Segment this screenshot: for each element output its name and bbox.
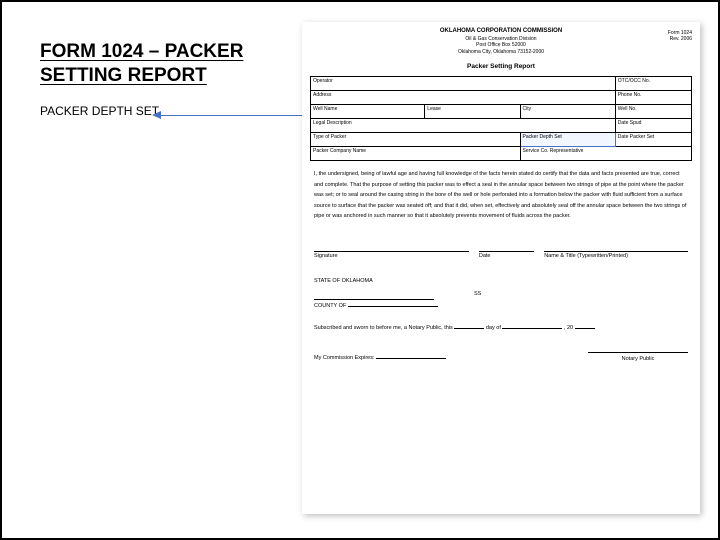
- cell-lease: Lease: [425, 105, 520, 119]
- commission-label: My Commission Expires:: [314, 355, 375, 361]
- state-underline: [314, 288, 434, 300]
- sworn-text-c: , 20: [564, 325, 573, 331]
- ss-row: SS: [314, 288, 688, 300]
- notary-sig-underline: [588, 352, 688, 353]
- cell-phone: Phone No.: [615, 91, 691, 105]
- year-underline: [575, 328, 595, 329]
- form-number-block: Form 1024 Rev. 2006: [668, 30, 692, 42]
- signature-area: Signature Date Name & Title (Typewritten…: [314, 251, 688, 259]
- notary-block: STATE OF OKLAHOMA SS COUNTY OF Subscribe…: [314, 275, 688, 364]
- cell-service-rep: Service Co. Representative: [520, 147, 691, 161]
- notary-bottom-row: My Commission Expires: Notary Public: [314, 352, 688, 365]
- cell-otc: OTC/OCC No.: [615, 77, 691, 91]
- commission-underline: [376, 358, 446, 359]
- county-label: COUNTY OF: [314, 303, 346, 309]
- cell-wellno: Well No.: [615, 105, 691, 119]
- month-underline: [502, 328, 562, 329]
- cell-packertype: Type of Packer: [311, 133, 521, 147]
- agency-address-2: Oklahoma City, Oklahoma 73152-2000: [302, 49, 700, 56]
- table-row: Type of Packer Packer Depth Set Date Pac…: [311, 133, 692, 147]
- cell-operator: Operator: [311, 77, 616, 91]
- commission-expires: My Commission Expires:: [314, 352, 446, 365]
- table-row: Legal Description Date Spud: [311, 119, 692, 133]
- sworn-text-b: day of: [486, 325, 501, 331]
- name-title-label: Name & Title (Typewritten/Printed): [544, 251, 688, 259]
- slide-title: FORM 1024 – PACKER SETTING REPORT: [40, 40, 280, 88]
- notary-public-label: Notary Public: [622, 356, 655, 362]
- cell-address: Address: [311, 91, 616, 105]
- callout-arrow-head: [152, 111, 161, 119]
- ss-label: SS: [474, 288, 481, 300]
- cell-city: City: [520, 105, 615, 119]
- sworn-text-a: Subscribed and sworn to before me, a Not…: [314, 325, 453, 331]
- signature-label: Signature: [314, 251, 469, 259]
- cell-wellname: Well Name: [311, 105, 425, 119]
- form-document: Form 1024 Rev. 2006 OKLAHOMA CORPORATION…: [302, 22, 700, 514]
- cell-date-packer-set: Date Packer Set: [615, 133, 691, 147]
- cell-datespud: Date Spud: [615, 119, 691, 133]
- form-grid: Operator OTC/OCC No. Address Phone No. W…: [310, 76, 692, 161]
- report-title: Packer Setting Report: [302, 63, 700, 70]
- cell-packer-depth-set: Packer Depth Set: [520, 133, 615, 147]
- state-line: STATE OF OKLAHOMA: [314, 275, 688, 287]
- county-underline: [348, 306, 438, 307]
- county-line: COUNTY OF: [314, 300, 688, 312]
- date-label: Date: [479, 251, 534, 259]
- title-line-2: SETTING REPORT: [40, 65, 207, 86]
- table-row: Operator OTC/OCC No.: [311, 77, 692, 91]
- agency-name: OKLAHOMA CORPORATION COMMISSION: [302, 28, 700, 36]
- form-header: OKLAHOMA CORPORATION COMMISSION Oil & Ga…: [302, 22, 700, 55]
- title-line-1: FORM 1024 – PACKER: [40, 41, 243, 62]
- signature-row: Signature Date Name & Title (Typewritten…: [314, 251, 688, 259]
- table-row: Well Name Lease City Well No.: [311, 105, 692, 119]
- slide-title-block: FORM 1024 – PACKER SETTING REPORT PACKER…: [40, 40, 280, 118]
- notary-signature-block: Notary Public: [588, 352, 688, 365]
- table-row: Packer Company Name Service Co. Represen…: [311, 147, 692, 161]
- cell-packer-company: Packer Company Name: [311, 147, 521, 161]
- affidavit-text: I, the undersigned, being of lawful age …: [314, 169, 688, 221]
- day-underline: [454, 328, 484, 329]
- cell-legal: Legal Description: [311, 119, 616, 133]
- table-row: Address Phone No.: [311, 91, 692, 105]
- notary-sworn-line: Subscribed and sworn to before me, a Not…: [314, 322, 688, 334]
- form-revision: Rev. 2006: [668, 36, 692, 42]
